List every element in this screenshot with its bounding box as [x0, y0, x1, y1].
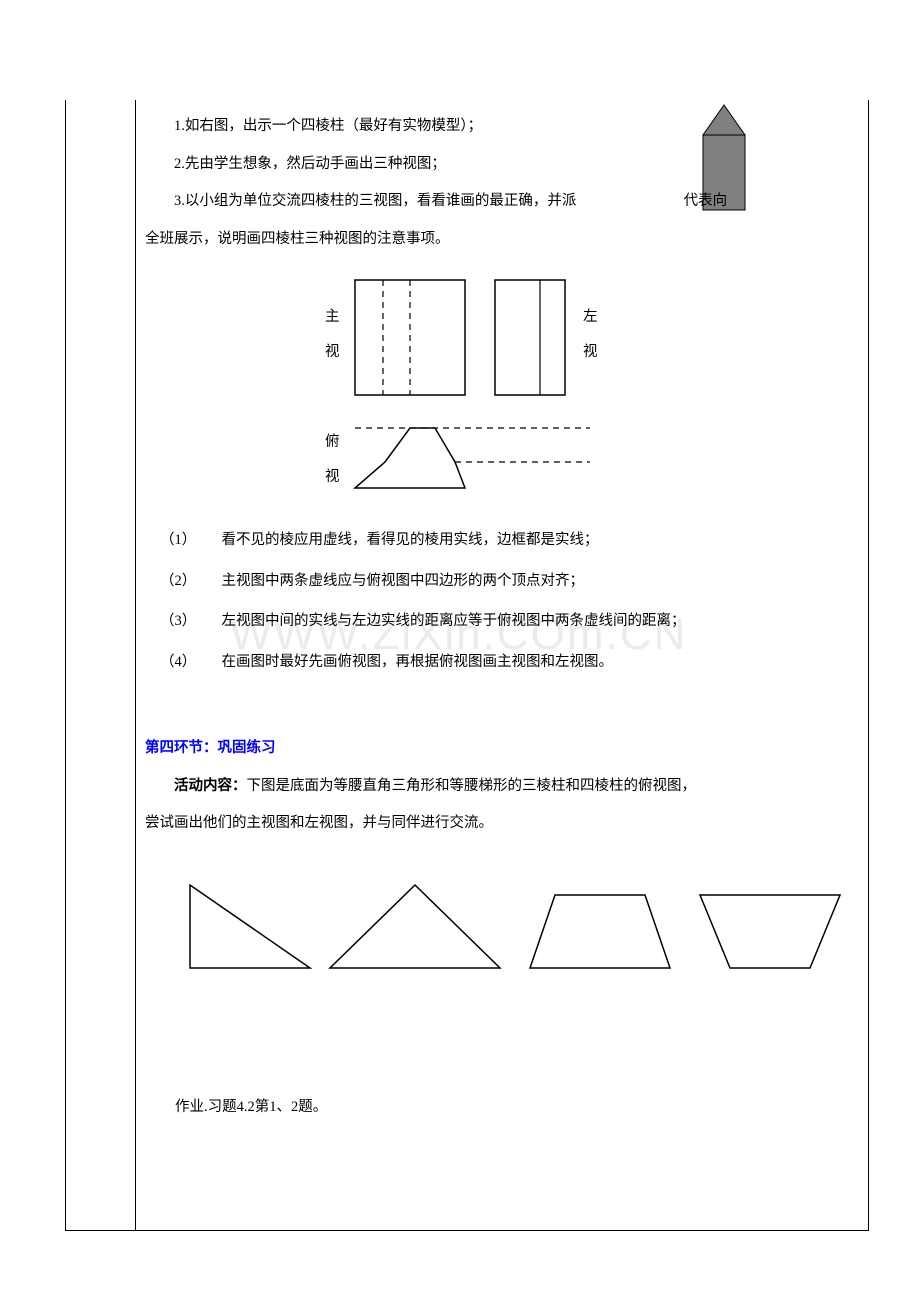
text: 看不见的棱应用虚线，看得见的棱用实线，边框都是实线； — [222, 532, 599, 548]
note-3: （3） 左视图中间的实线与左边实线的距离应等于俯视图中两条虚线间的距离； — [160, 601, 860, 642]
paragraph-3: 3.以小组为单位交流四棱柱的三视图，看看谁画的最正确，并派 代表向 — [145, 183, 855, 221]
paragraph-4: 全班展示，说明画四棱柱三种视图的注意事项。 — [145, 221, 855, 259]
label-front-view: 主 视 — [325, 300, 340, 370]
left-view-diagram — [490, 275, 570, 400]
text: 视 — [583, 335, 598, 370]
section-title: 第四环节：巩固练习 — [145, 730, 855, 768]
label-top-view: 俯 视 — [325, 425, 340, 495]
activity-para-2: 尝试画出他们的主视图和左视图，并与同伴进行交流。 — [145, 805, 855, 843]
text: （3） — [160, 613, 196, 629]
activity-label: 活动内容： — [174, 778, 247, 794]
paragraph-1: 1.如右图，出示一个四棱柱（最好有实物模型）； — [145, 108, 855, 146]
section-4: 第四环节：巩固练习 活动内容：下图是底面为等腰直角三角形和等腰梯形的三棱柱和四棱… — [145, 730, 855, 843]
table-border — [868, 100, 869, 1230]
note-1: （1） 看不见的棱应用虚线，看得见的棱用实线，边框都是实线； — [160, 520, 860, 561]
text: 代表向 — [684, 193, 728, 209]
note-2: （2） 主视图中两条虚线应与俯视图中四边形的两个顶点对齐； — [160, 561, 860, 602]
activity-para: 活动内容：下图是底面为等腰直角三角形和等腰梯形的三棱柱和四棱柱的俯视图， — [145, 768, 855, 806]
text: 下图是底面为等腰直角三角形和等腰梯形的三棱柱和四棱柱的俯视图， — [247, 778, 697, 794]
text: 在画图时最好先画俯视图，再根据俯视图画主视图和左视图。 — [222, 654, 614, 670]
shape-right-triangle — [180, 880, 320, 975]
text: 视 — [325, 335, 340, 370]
text: 主 — [325, 300, 340, 335]
shape-isoceles-triangle — [320, 880, 510, 975]
text: 左 — [583, 300, 598, 335]
main-content: 1.如右图，出示一个四棱柱（最好有实物模型）； 2.先由学生想象，然后动手画出三… — [145, 108, 855, 259]
note-4: （4） 在画图时最好先画俯视图，再根据俯视图画主视图和左视图。 — [160, 642, 860, 683]
text: （4） — [160, 654, 196, 670]
front-view-diagram — [350, 275, 470, 400]
text: 3.以小组为单位交流四棱柱的三视图，看看谁画的最正确，并派 — [174, 193, 576, 209]
label-left-view: 左 视 — [583, 300, 598, 370]
shape-trapezoid-down — [690, 890, 850, 975]
text: 左视图中间的实线与左边实线的距离应等于俯视图中两条虚线间的距离； — [222, 613, 686, 629]
text: 视 — [325, 460, 340, 495]
top-view-diagram — [350, 420, 600, 495]
document-page: WWW.ZiXin.COm.CN 1.如右图，出示一个四棱柱（最好有实物模型）；… — [0, 0, 920, 1302]
table-border — [135, 100, 136, 1230]
text: （2） — [160, 573, 196, 589]
text: （1） — [160, 532, 196, 548]
text: 俯 — [325, 425, 340, 460]
text: 主视图中两条虚线应与俯视图中四边形的两个顶点对齐； — [222, 573, 585, 589]
paragraph-2: 2.先由学生想象，然后动手画出三种视图； — [145, 146, 855, 184]
table-border — [65, 1230, 869, 1231]
shape-trapezoid-up — [520, 890, 680, 975]
table-border — [65, 100, 66, 1230]
homework-text: 作业.习题4.2第1、2题。 — [175, 1095, 327, 1116]
notes-list: （1） 看不见的棱应用虚线，看得见的棱用实线，边框都是实线； （2） 主视图中两… — [160, 520, 860, 682]
